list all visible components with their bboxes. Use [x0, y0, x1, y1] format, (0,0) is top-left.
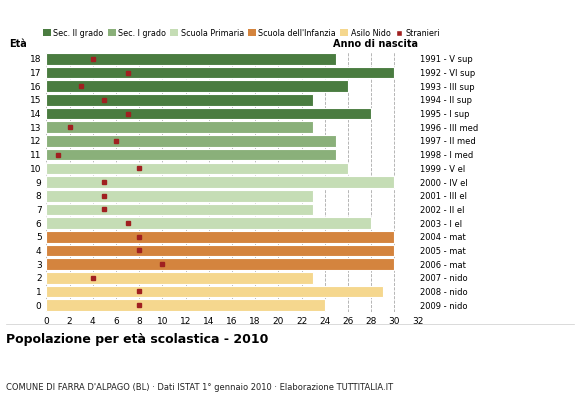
Bar: [46, 258, 394, 270]
Bar: [46, 190, 313, 202]
Bar: [46, 299, 325, 311]
Bar: [46, 94, 313, 106]
Text: Età: Età: [9, 39, 27, 49]
Bar: [46, 108, 371, 119]
Bar: [46, 149, 336, 160]
Legend: Sec. II grado, Sec. I grado, Scuola Primaria, Scuola dell'Infanzia, Asilo Nido, : Sec. II grado, Sec. I grado, Scuola Prim…: [43, 28, 440, 38]
Text: Anno di nascita: Anno di nascita: [332, 39, 418, 49]
Text: Popolazione per età scolastica - 2010: Popolazione per età scolastica - 2010: [6, 333, 268, 346]
Bar: [46, 217, 371, 229]
Bar: [46, 135, 336, 147]
Bar: [46, 204, 313, 215]
Bar: [46, 162, 348, 174]
Bar: [46, 286, 383, 297]
Bar: [46, 122, 313, 133]
Bar: [46, 245, 394, 256]
Bar: [46, 231, 394, 242]
Bar: [46, 272, 313, 284]
Bar: [46, 53, 336, 65]
Text: COMUNE DI FARRA D'ALPAGO (BL) · Dati ISTAT 1° gennaio 2010 · Elaborazione TUTTIT: COMUNE DI FARRA D'ALPAGO (BL) · Dati IST…: [6, 383, 393, 392]
Bar: [46, 67, 394, 78]
Bar: [46, 176, 394, 188]
Bar: [46, 80, 348, 92]
